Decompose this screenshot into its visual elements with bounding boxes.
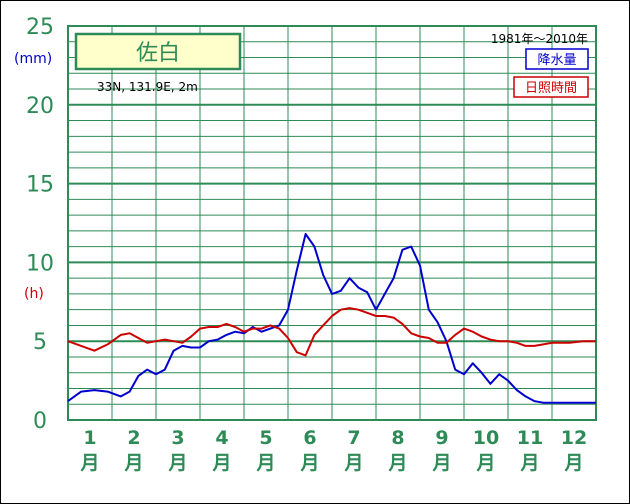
month-number-label: 5: [259, 427, 272, 449]
month-kanji-label: 月: [475, 452, 495, 474]
month-number-label: 9: [435, 427, 448, 449]
y-tick-label: 15: [26, 173, 54, 198]
sunshine-unit-label: (h): [24, 286, 44, 302]
month-kanji-label: 月: [431, 452, 451, 474]
month-kanji-label: 月: [299, 452, 319, 474]
y-tick-label: 20: [26, 94, 54, 119]
y-tick-label: 25: [26, 15, 54, 40]
month-kanji-label: 月: [519, 452, 539, 474]
x-axis-months: 1 月 2 月 3 月 4 月 5 月 6 月 7 月 8 月 9 月 10 月 11 月 12 月: [79, 427, 587, 474]
month-number-label: 3: [171, 427, 184, 449]
period-label: 1981年〜2010年: [491, 32, 588, 46]
month-kanji-label: 月: [387, 452, 407, 474]
precip-line: [67, 233, 596, 404]
legend-sunshine: 日照時間: [525, 81, 577, 96]
y-tick-label: 5: [33, 330, 47, 355]
y-axis-ticks: 0 5 10 15 20 25: [26, 15, 54, 434]
y-tick-label: 0: [33, 409, 47, 434]
month-kanji-label: 月: [211, 452, 231, 474]
legend-precip-box: [525, 48, 589, 70]
month-number-label: 2: [127, 427, 140, 449]
month-number-label: 12: [561, 427, 587, 449]
month-kanji-label: 月: [255, 452, 275, 474]
station-location: 33N, 131.9E, 2m: [97, 80, 198, 94]
month-kanji-label: 月: [167, 452, 187, 474]
legend-sunshine-box: [513, 76, 589, 98]
legend-precip: 降水量: [537, 53, 576, 68]
precip-unit-label: (mm): [14, 51, 52, 67]
month-kanji-label: 月: [123, 452, 143, 474]
month-number-label: 10: [473, 427, 499, 449]
month-number-label: 6: [303, 427, 316, 449]
month-number-label: 4: [215, 427, 228, 449]
chart-grid: [67, 25, 597, 421]
y-tick-label: 10: [26, 251, 54, 276]
month-kanji-label: 月: [79, 452, 99, 474]
month-number-label: 1: [83, 427, 96, 449]
series-lines: [67, 233, 596, 404]
month-kanji-label: 月: [563, 452, 583, 474]
month-number-label: 7: [347, 427, 360, 449]
station-name-box: [74, 32, 242, 71]
month-number-label: 11: [517, 427, 543, 449]
sunshine-line: [67, 307, 596, 357]
station-name: 佐白: [136, 41, 180, 66]
month-number-label: 8: [391, 427, 404, 449]
month-kanji-label: 月: [343, 452, 363, 474]
